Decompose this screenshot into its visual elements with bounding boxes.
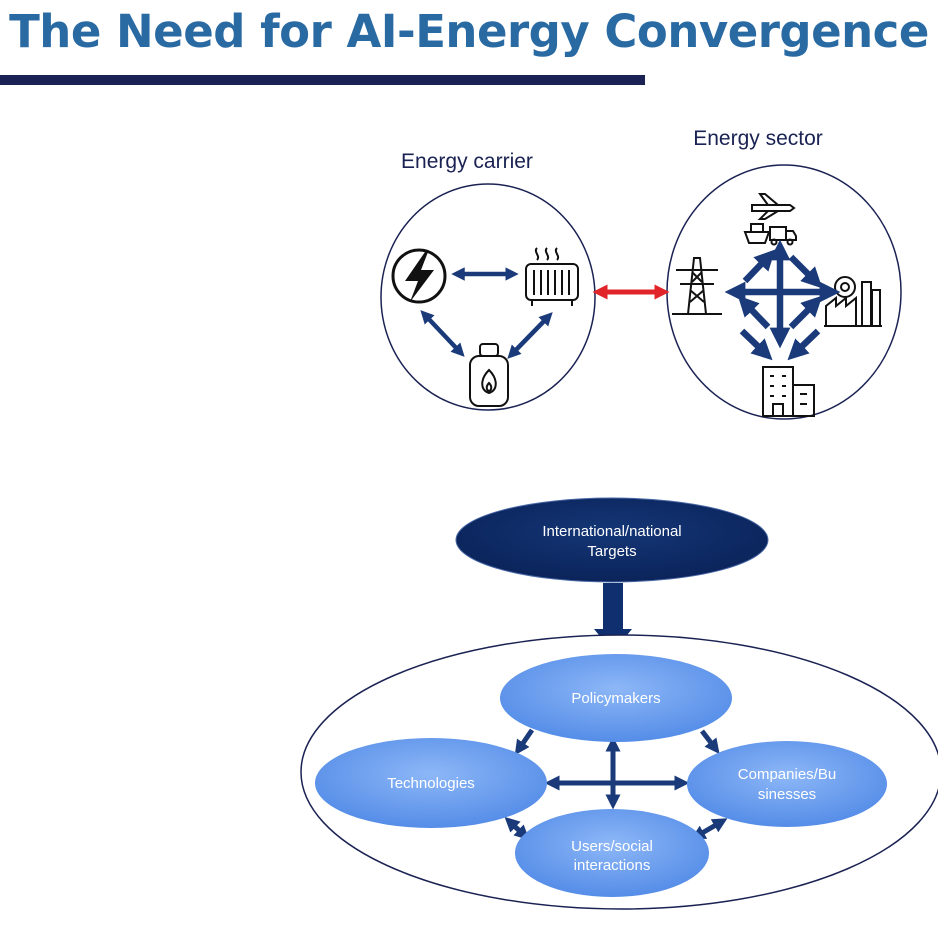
policymakers-ellipse xyxy=(500,654,732,742)
companies-ellipse xyxy=(687,741,887,827)
radiator-icon xyxy=(525,247,579,306)
targets-label-line2: Targets xyxy=(587,543,636,560)
airplane-icon xyxy=(751,193,796,220)
lightning-icon xyxy=(391,248,447,304)
title-underline xyxy=(0,75,645,85)
energy-sector-label: Energy sector xyxy=(693,127,823,150)
users-ellipse xyxy=(515,809,709,897)
targets-label-line1: International/national xyxy=(542,523,681,540)
users-label-line1: Users/social xyxy=(571,838,653,855)
targets-ellipse xyxy=(455,497,769,583)
power-tower-icon xyxy=(672,257,722,315)
arrow-heat-gas xyxy=(507,312,553,359)
sector-hub-arrows xyxy=(724,239,841,361)
slide-title: The Need for AI-Energy Convergence xyxy=(9,5,929,58)
arrow-electricity-gas xyxy=(420,310,465,357)
companies-label-line1: Companies/Bu xyxy=(738,766,836,783)
building-icon xyxy=(762,366,815,417)
energy-carrier-label: Energy carrier xyxy=(401,150,533,173)
stakeholder-connector-arrows xyxy=(504,728,728,841)
users-label-line2: interactions xyxy=(574,857,651,874)
gas-cylinder-icon xyxy=(469,343,509,407)
technologies-ellipse xyxy=(315,738,547,828)
technologies-label: Technologies xyxy=(387,775,475,792)
policymakers-label: Policymakers xyxy=(571,690,660,707)
companies-label-line2: sinesses xyxy=(758,786,816,803)
